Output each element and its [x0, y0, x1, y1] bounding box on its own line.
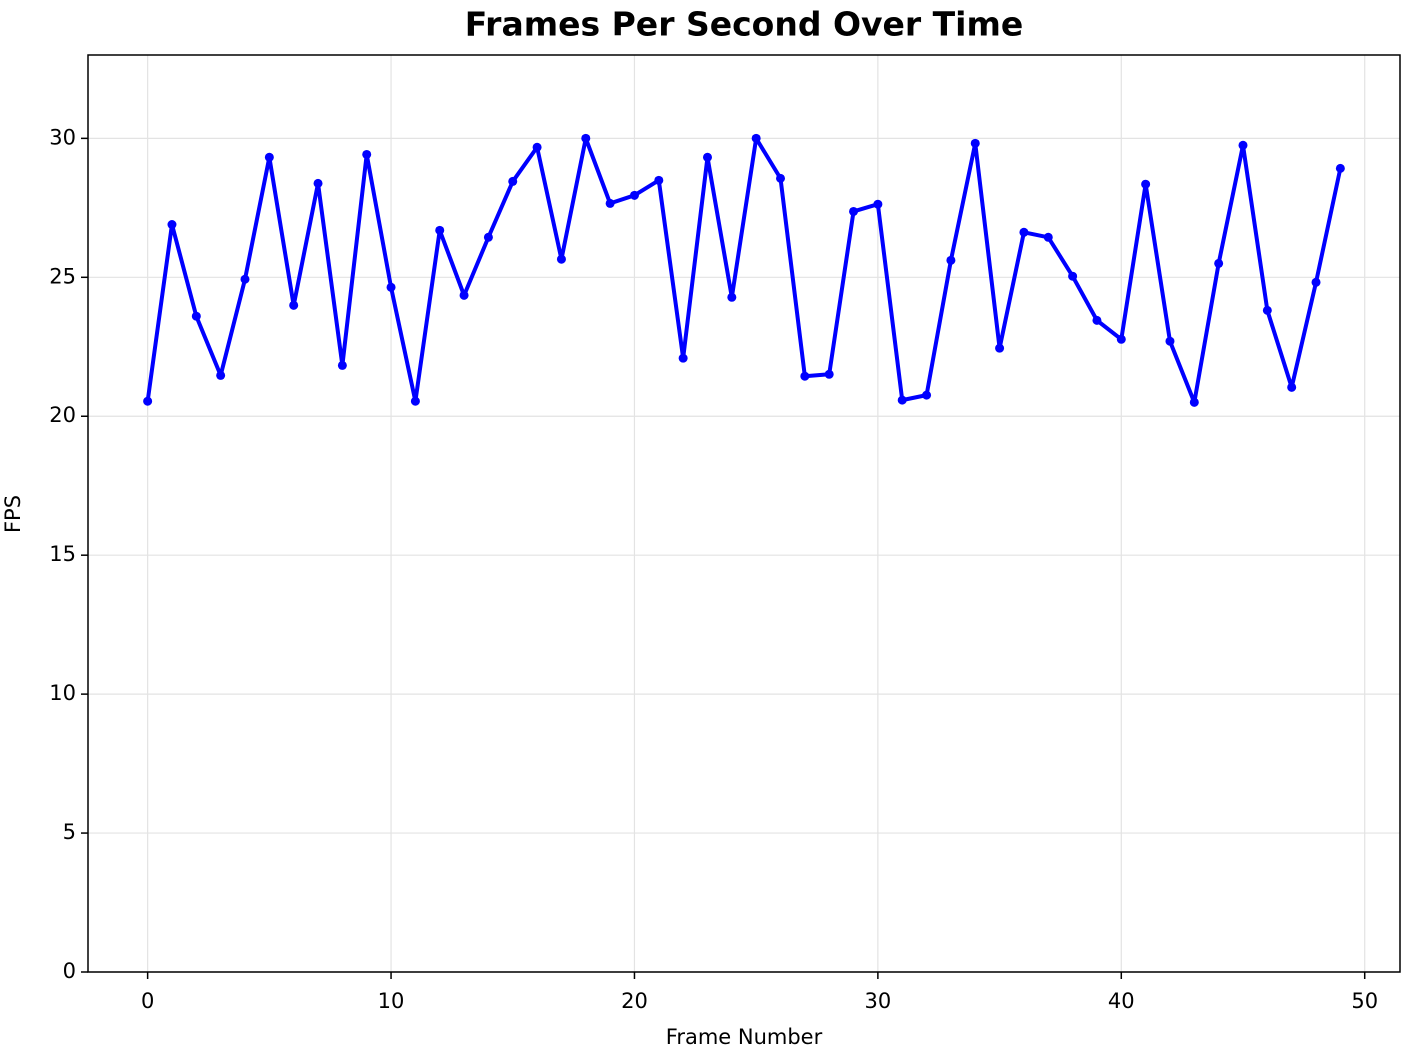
marker — [800, 371, 810, 381]
marker — [1238, 140, 1248, 150]
line — [145, 136, 1343, 405]
y-tick-label: 5 — [63, 820, 76, 844]
marker — [727, 292, 737, 302]
y-tick-label: 0 — [63, 959, 76, 983]
chart-title: Frames Per Second Over Time — [465, 5, 1024, 44]
marker — [1165, 336, 1175, 346]
marker — [995, 343, 1005, 353]
marker — [362, 149, 372, 159]
x-tick-label: 50 — [1351, 989, 1378, 1013]
y-tick-label: 10 — [49, 681, 76, 705]
marker — [459, 290, 469, 300]
marker — [191, 311, 201, 321]
marker — [824, 369, 834, 379]
marker — [386, 282, 396, 292]
marker — [532, 142, 542, 152]
marker — [776, 173, 786, 183]
marker — [897, 395, 907, 405]
y-tick-label: 25 — [49, 264, 76, 288]
marker — [751, 133, 761, 143]
x-axis-label: Frame Number — [666, 1025, 823, 1049]
marker — [240, 274, 250, 284]
marker — [508, 176, 518, 186]
x-tick-label: 0 — [141, 989, 154, 1013]
y-tick-label: 15 — [49, 542, 76, 566]
marker — [1068, 271, 1078, 281]
marker — [605, 198, 615, 208]
y-tick-label: 20 — [49, 403, 76, 427]
marker — [946, 255, 956, 265]
marker — [556, 254, 566, 264]
y-tick-label: 30 — [49, 125, 76, 149]
marker — [1189, 397, 1199, 407]
marker — [702, 152, 712, 162]
marker — [167, 220, 177, 230]
x-tick-label: 20 — [621, 989, 648, 1013]
marker — [264, 152, 274, 162]
marker — [1116, 334, 1126, 344]
marker — [970, 138, 980, 148]
marker — [873, 199, 883, 209]
marker — [1019, 227, 1029, 237]
marker — [678, 353, 688, 363]
marker — [313, 178, 323, 188]
marker — [410, 396, 420, 406]
marker — [1214, 258, 1224, 268]
marker — [1141, 179, 1151, 189]
x-tick-label: 10 — [378, 989, 405, 1013]
marker — [435, 225, 445, 235]
x-tick-label: 40 — [1108, 989, 1135, 1013]
marker — [216, 370, 226, 380]
marker — [922, 390, 932, 400]
marker — [629, 190, 639, 200]
marker — [337, 360, 347, 370]
marker — [1092, 315, 1102, 325]
plot-frame — [87, 54, 1401, 973]
marker — [1262, 305, 1272, 315]
x-tick-label: 30 — [865, 989, 892, 1013]
marker — [483, 232, 493, 242]
marker — [654, 175, 664, 185]
marker — [1311, 277, 1321, 287]
marker — [581, 133, 591, 143]
marker — [1043, 232, 1053, 242]
y-axis-label: FPS — [1, 495, 25, 533]
marker — [1287, 382, 1297, 392]
marker — [289, 300, 299, 310]
marker — [1335, 163, 1345, 173]
marker — [143, 396, 153, 406]
marker — [849, 206, 859, 216]
